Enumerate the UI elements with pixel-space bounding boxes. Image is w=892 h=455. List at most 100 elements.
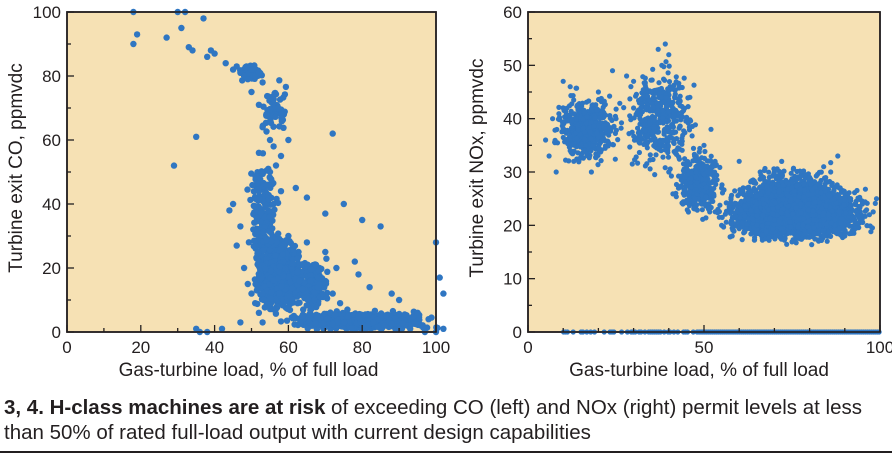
data-point <box>586 155 592 161</box>
data-point <box>289 260 296 267</box>
data-point <box>692 122 699 128</box>
data-point <box>388 290 395 297</box>
data-point <box>255 309 263 316</box>
data-point <box>676 125 682 131</box>
data-point <box>222 60 229 67</box>
data-point <box>673 74 679 80</box>
data-point <box>425 316 432 323</box>
data-point <box>256 195 263 203</box>
data-point <box>703 184 709 191</box>
data-point <box>311 296 318 304</box>
data-point <box>679 147 685 153</box>
data-point <box>189 47 196 54</box>
data-point <box>642 163 649 169</box>
data-point <box>627 144 633 150</box>
data-point <box>681 75 687 81</box>
data-point <box>609 125 615 131</box>
data-point <box>285 136 292 144</box>
data-point <box>255 249 262 257</box>
data-point <box>163 34 170 41</box>
data-point <box>298 313 306 320</box>
y-tick-label: 40 <box>42 195 61 214</box>
data-point <box>675 100 682 106</box>
data-point <box>322 210 329 217</box>
data-point <box>647 166 653 172</box>
data-point <box>693 153 699 159</box>
data-point <box>277 318 285 325</box>
data-point <box>660 115 666 121</box>
data-point <box>594 130 600 136</box>
data-point <box>690 158 696 164</box>
data-point <box>612 156 618 162</box>
data-point <box>270 277 277 284</box>
data-point <box>660 154 666 160</box>
data-point <box>331 311 339 319</box>
data-point <box>296 277 303 285</box>
data-point <box>133 31 141 38</box>
data-point <box>130 40 137 48</box>
data-point <box>575 127 582 133</box>
data-point <box>612 130 619 136</box>
data-point <box>319 290 326 298</box>
data-point <box>647 152 653 158</box>
data-point <box>684 207 690 213</box>
data-point <box>573 85 579 91</box>
data-point <box>170 162 178 169</box>
data-point <box>265 191 272 199</box>
data-point <box>673 79 679 85</box>
data-point <box>692 195 698 202</box>
data-point <box>407 325 414 332</box>
data-point <box>665 154 672 160</box>
data-point <box>382 312 390 319</box>
data-point <box>255 69 263 77</box>
data-point <box>255 101 263 109</box>
data-point <box>252 300 259 307</box>
data-point <box>248 290 255 297</box>
data-point <box>270 93 277 100</box>
y-axis-label: Turbine exit CO, ppmvdc <box>6 63 27 272</box>
data-point <box>685 104 691 110</box>
data-point <box>272 252 279 259</box>
data-point <box>281 91 289 98</box>
data-point <box>687 189 693 195</box>
data-point <box>285 273 292 281</box>
data-point <box>582 136 588 142</box>
data-point <box>560 120 566 126</box>
data-point <box>680 108 687 114</box>
data-point <box>664 102 670 108</box>
data-point <box>252 173 260 180</box>
data-point <box>584 114 590 120</box>
data-point <box>259 290 266 297</box>
data-point <box>628 84 634 90</box>
data-point <box>252 203 259 210</box>
data-point <box>621 105 627 111</box>
x-tick-label: 60 <box>279 338 298 357</box>
data-point <box>587 129 593 135</box>
data-point <box>688 170 694 176</box>
data-point <box>259 319 266 326</box>
data-point <box>229 200 237 208</box>
data-point <box>266 136 274 144</box>
data-point <box>669 103 675 110</box>
data-point <box>615 137 621 143</box>
data-point <box>303 194 311 201</box>
data-point <box>685 159 691 165</box>
data-point <box>669 85 675 91</box>
data-point <box>688 184 694 190</box>
data-point <box>263 111 270 118</box>
data-point <box>285 232 292 240</box>
data-point <box>626 131 632 137</box>
data-point <box>261 304 268 311</box>
data-point <box>676 156 683 162</box>
data-point <box>568 142 574 148</box>
data-point <box>669 122 675 128</box>
data-point <box>673 107 679 113</box>
data-point <box>344 313 352 320</box>
y-tick-label: 20 <box>42 259 61 278</box>
data-point <box>872 200 878 206</box>
data-point <box>244 280 251 288</box>
data-point <box>696 149 702 155</box>
data-point <box>333 264 340 272</box>
